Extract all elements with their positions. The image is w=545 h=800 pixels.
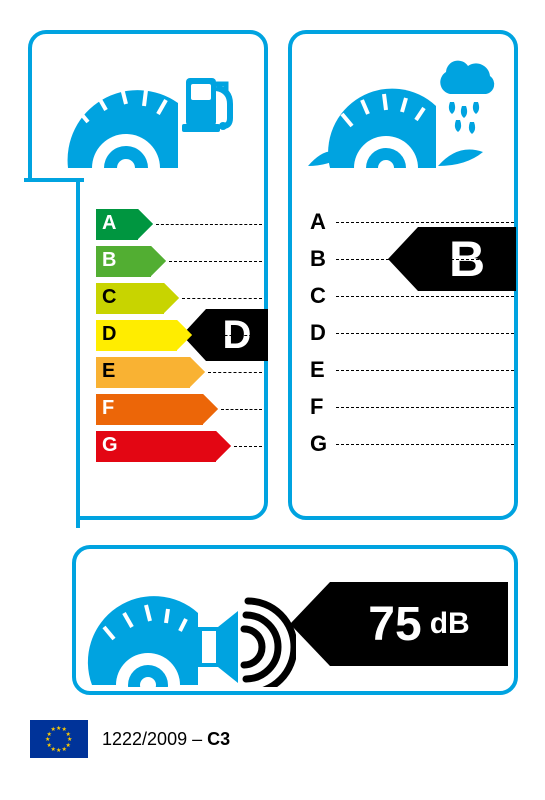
noise-unit: dB (430, 607, 470, 641)
wet-grip-panel: B ABCDEFG (288, 30, 518, 520)
regulation-footer: ★★★★★★★★★★★★ 1222/2009 – C3 (30, 720, 230, 758)
wet-icon-band (292, 34, 514, 182)
wet-scale-letter-C: C (310, 283, 326, 309)
fuel-panel-notch (22, 182, 80, 528)
tyre-noise-icon (86, 557, 296, 687)
regulation-number: 1222/2009 (102, 729, 187, 749)
wet-scale-letter-B: B (310, 246, 326, 272)
noise-value: 75 (368, 597, 421, 652)
wet-scale-letter-G: G (310, 431, 327, 457)
fuel-scale-row-D: D (96, 320, 177, 351)
fuel-icon-band (32, 34, 264, 182)
sound-wave-1 (244, 629, 262, 665)
fuel-scale-row-B: B (96, 246, 151, 277)
wet-scale-letter-A: A (310, 209, 326, 235)
fuel-scale-row-G: G (96, 431, 216, 462)
wet-scale-letter-F: F (310, 394, 323, 420)
fuel-scale-row-F: F (96, 394, 203, 425)
fuel-scale-row-E: E (96, 357, 190, 388)
wet-scale-letter-D: D (310, 320, 326, 346)
tyre-class: C3 (207, 729, 230, 749)
eu-flag-icon: ★★★★★★★★★★★★ (30, 720, 88, 758)
tyre-rain-icon (308, 48, 498, 168)
fuel-scale-row-A: A (96, 209, 138, 240)
tyre-fuel-icon (58, 48, 238, 168)
noise-panel: 75 dB (72, 545, 518, 695)
regulation-text: 1222/2009 – C3 (102, 729, 230, 750)
noise-rating-pointer: 75 dB (290, 582, 508, 666)
wet-scale-letter-E: E (310, 357, 325, 383)
fuel-scale-row-C: C (96, 283, 164, 314)
regulation-sep: – (187, 729, 207, 749)
